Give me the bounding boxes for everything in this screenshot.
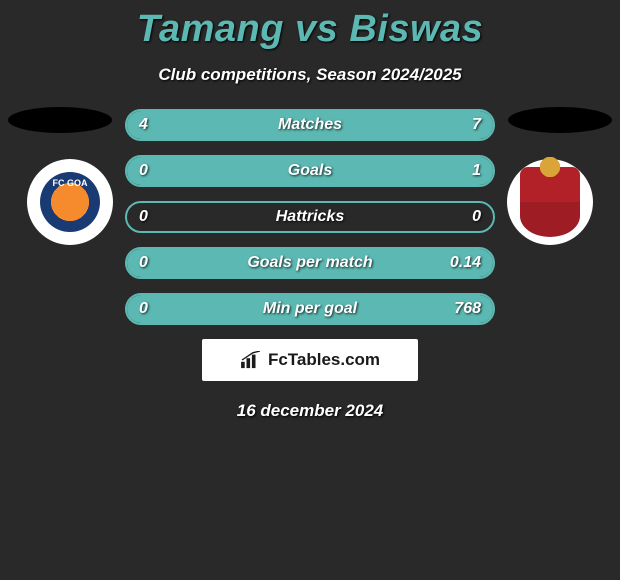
club-badge-left: FC GOA: [27, 159, 113, 245]
stats-area: FC GOA 4Matches70Goals10Hattricks00Goals…: [0, 109, 620, 421]
stat-label: Matches: [127, 116, 493, 134]
fc-goa-crest-icon: FC GOA: [40, 172, 100, 232]
player-shadow-left: [8, 107, 112, 133]
crest-left-text: FC GOA: [53, 178, 88, 188]
stat-value-right: 1: [472, 162, 481, 180]
subtitle: Club competitions, Season 2024/2025: [0, 65, 620, 85]
stat-value-right: 0.14: [450, 254, 481, 272]
bar-chart-icon: [240, 351, 262, 369]
stat-row: 0Goals per match0.14: [125, 247, 495, 279]
brand-box[interactable]: FcTables.com: [202, 339, 418, 381]
stat-row: 4Matches7: [125, 109, 495, 141]
club-badge-right: [507, 159, 593, 245]
stat-row: 0Min per goal768: [125, 293, 495, 325]
player-shadow-right: [508, 107, 612, 133]
stat-rows: 4Matches70Goals10Hattricks00Goals per ma…: [125, 109, 495, 325]
brand-text: FcTables.com: [268, 350, 380, 370]
stat-label: Min per goal: [127, 300, 493, 318]
stat-row: 0Goals1: [125, 155, 495, 187]
stat-label: Hattricks: [127, 208, 493, 226]
stat-row: 0Hattricks0: [125, 201, 495, 233]
date-text: 16 december 2024: [0, 401, 620, 421]
stat-value-right: 0: [472, 208, 481, 226]
stat-label: Goals per match: [127, 254, 493, 272]
page-title: Tamang vs Biswas: [0, 8, 620, 51]
comparison-card: Tamang vs Biswas Club competitions, Seas…: [0, 0, 620, 421]
stat-value-right: 7: [472, 116, 481, 134]
stat-value-right: 768: [454, 300, 481, 318]
atk-crest-icon: [520, 167, 580, 237]
stat-label: Goals: [127, 162, 493, 180]
